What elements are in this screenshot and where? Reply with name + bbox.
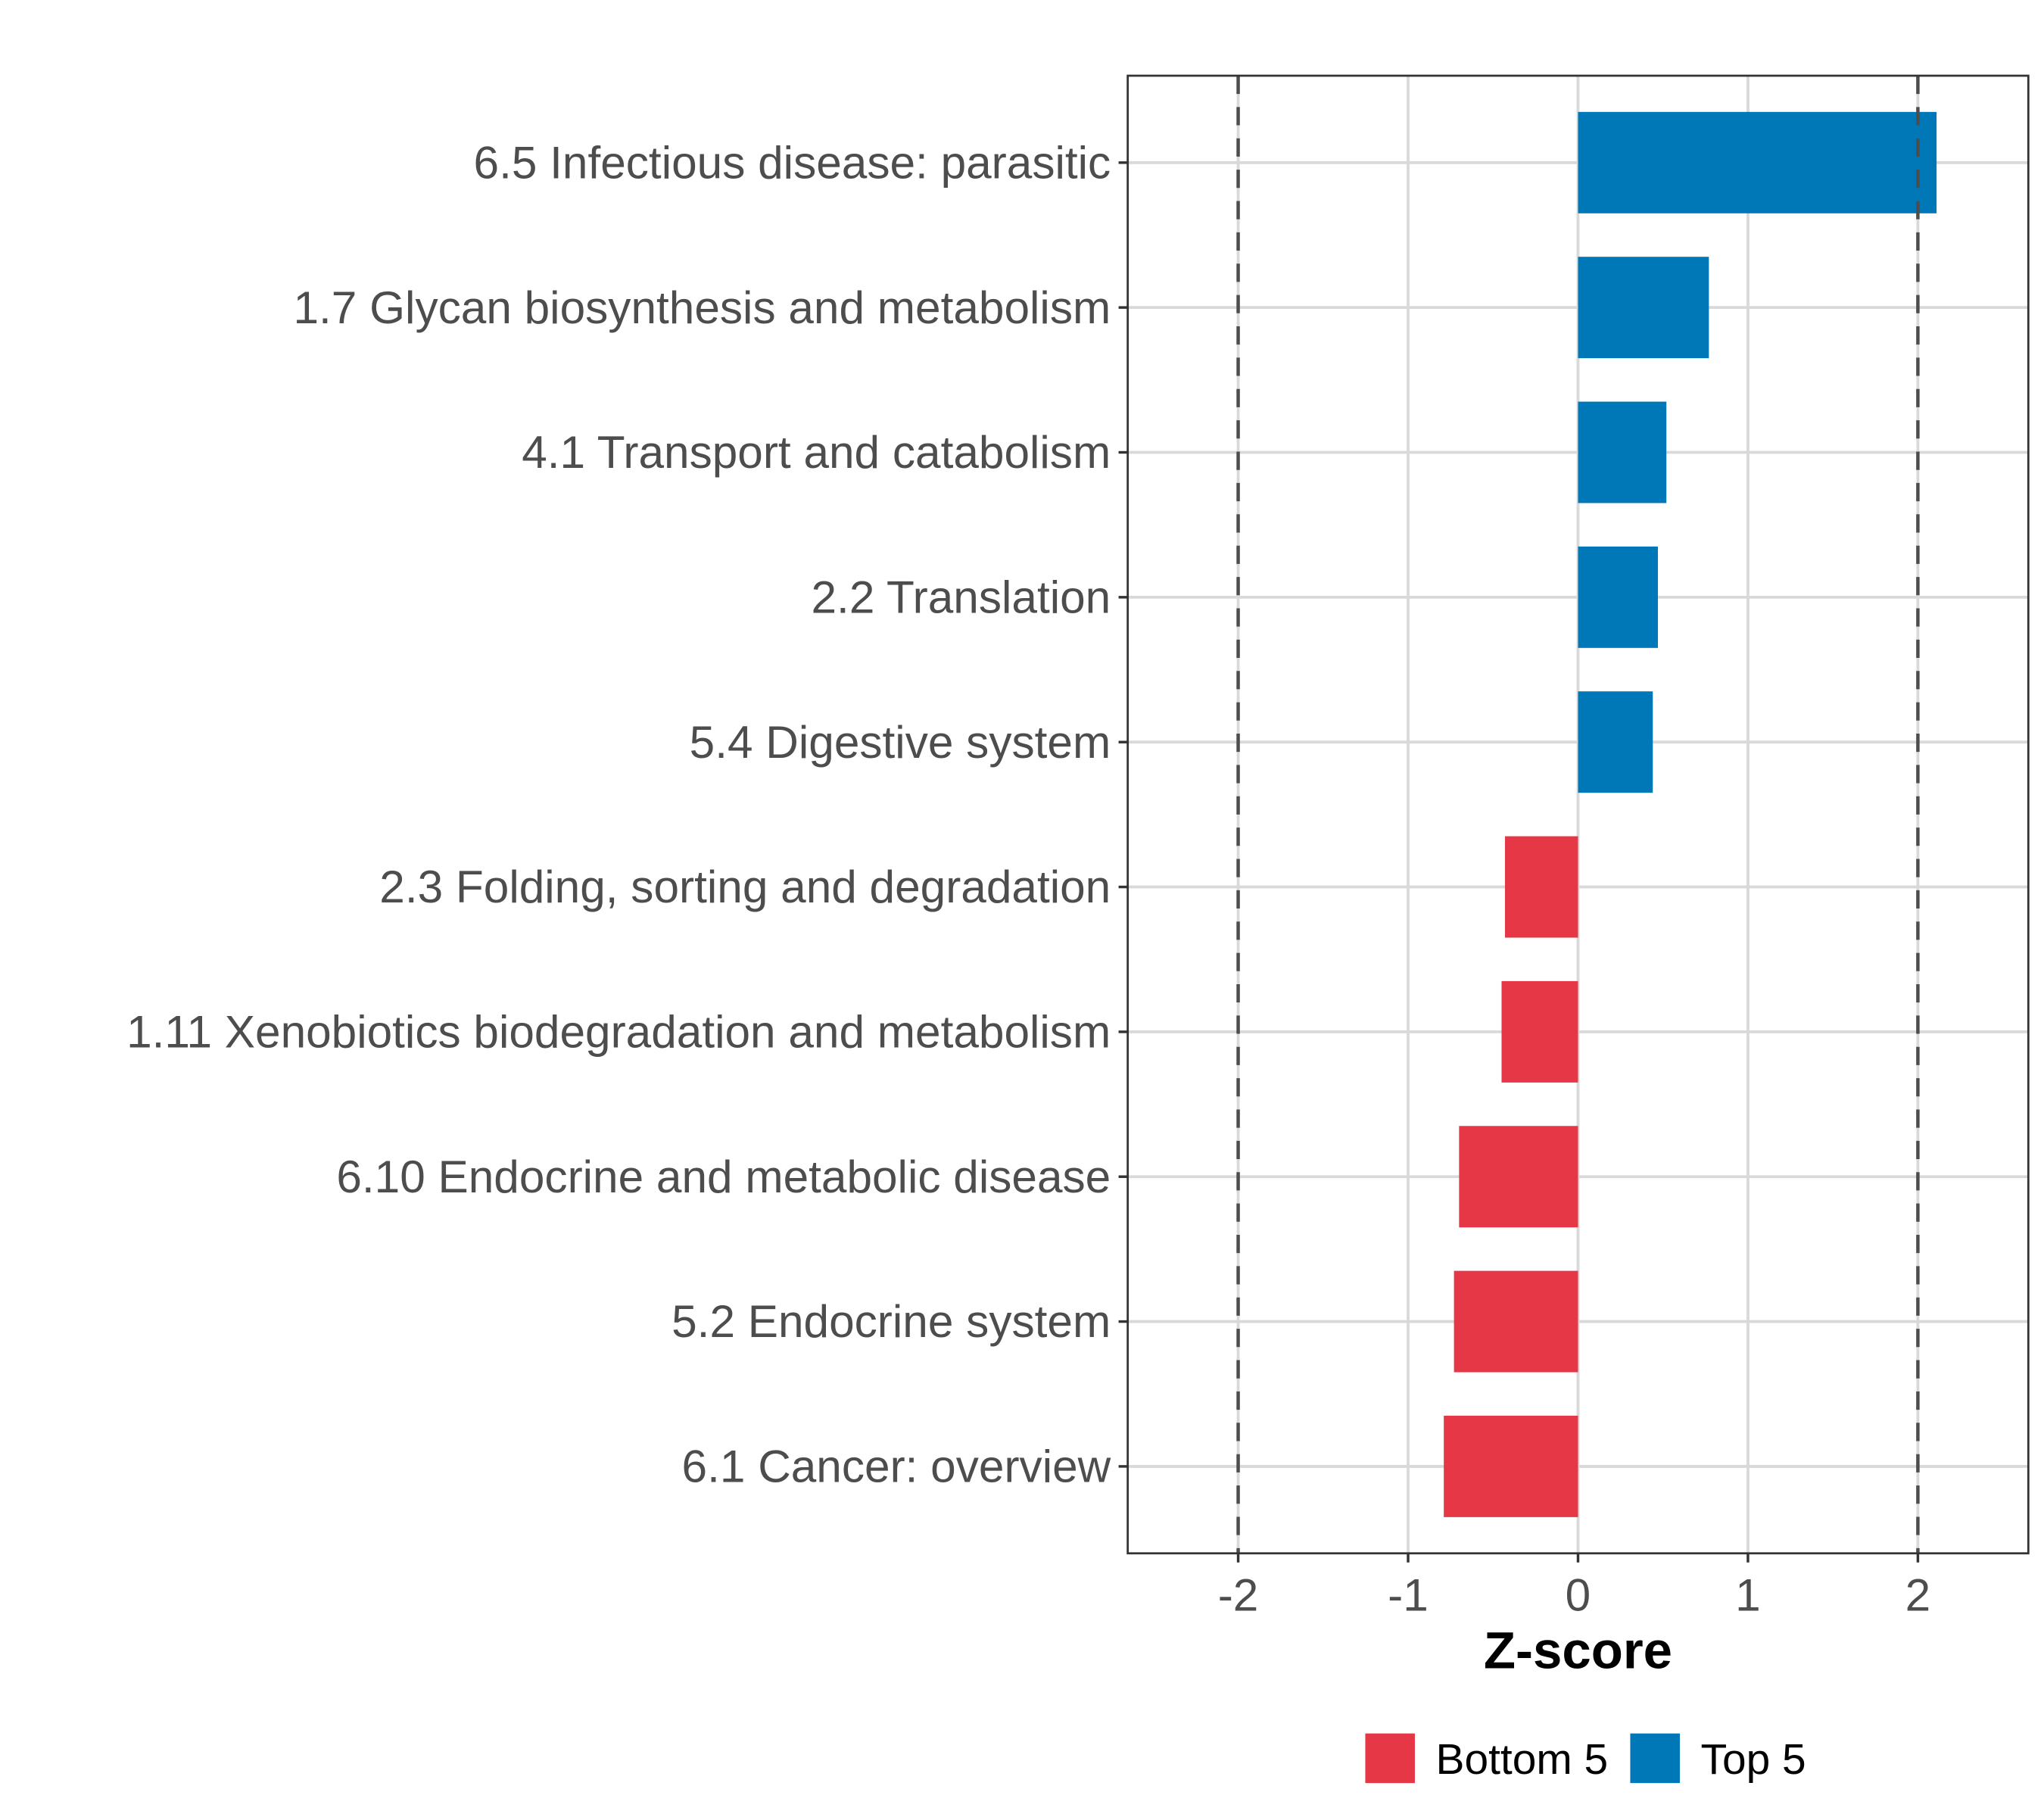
bar-bottom [1501,980,1578,1083]
y-tick-label: 4.1 Transport and catabolism [522,426,1111,478]
x-tick-label: 1 [1735,1569,1761,1621]
legend-label: Top 5 [1701,1735,1806,1784]
y-tick-label: 2.3 Folding, sorting and degradation [379,861,1111,912]
y-tick-label: 6.5 Infectious disease: parasitic [474,136,1111,188]
x-tick-label: 0 [1566,1569,1591,1621]
x-tick-label: -1 [1388,1569,1429,1621]
legend-key-bottom [1365,1733,1415,1784]
legend: Bottom 5 Top 5 [1365,1733,1806,1784]
y-tick-label: 5.4 Digestive system [690,716,1111,768]
bar-bottom [1459,1126,1578,1228]
legend-label: Bottom 5 [1436,1735,1609,1784]
x-axis-title: Z-score [1484,1621,1672,1679]
y-axis: 6.5 Infectious disease: parasitic 1.7 Gly… [126,136,1128,1492]
bar-top [1578,111,1937,213]
bar-bottom [1444,1415,1578,1517]
x-tick-label: -2 [1218,1569,1259,1621]
reference-lines [1236,76,1920,1554]
x-axis: -2 -1 0 1 2 [1218,1553,1931,1621]
legend-key-top [1630,1733,1680,1784]
x-tick-label: 2 [1905,1569,1931,1621]
bar-top [1578,257,1709,359]
y-tick-label: 5.2 Endocrine system [671,1295,1111,1347]
bar-bottom [1454,1270,1578,1373]
y-tick-label: 2.2 Translation [812,572,1111,623]
bar-top [1578,546,1658,648]
y-tick-label: 6.10 Endocrine and metabolic disease [336,1151,1111,1202]
bar-top [1578,691,1653,793]
bar-bottom [1504,836,1578,938]
y-tick-label: 6.1 Cancer: overview [682,1441,1111,1492]
bars [1444,111,1937,1517]
y-tick-label: 1.11 Xenobiotics biodegradation and meta… [126,1006,1111,1058]
y-tick-label: 1.7 Glycan biosynthesis and metabolism [293,282,1111,333]
bar-top [1578,401,1667,503]
